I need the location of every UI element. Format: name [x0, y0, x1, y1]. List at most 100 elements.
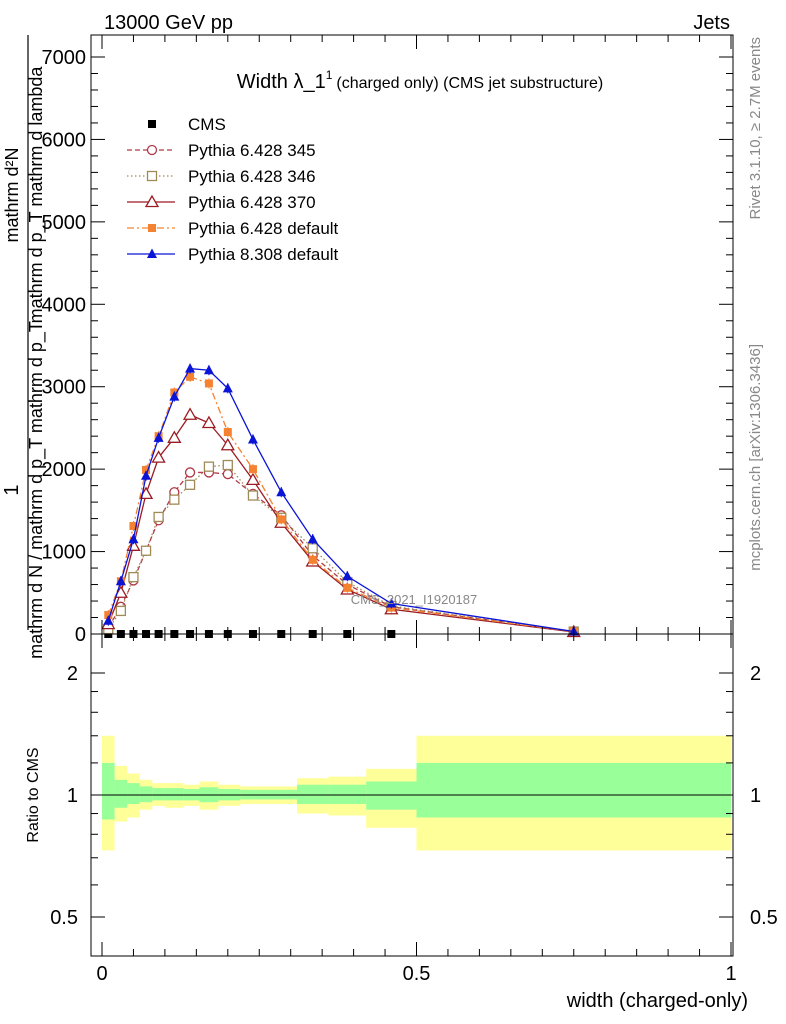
x-tick-label: 0 — [96, 963, 107, 985]
main-y-axis-label: 1 mathrm d N / mathrm d p_T mathrm d p_T… — [1, 35, 47, 659]
data-point — [186, 372, 195, 381]
header-left-label: 13000 GeV pp — [104, 12, 233, 34]
ylabel-one: 1 — [1, 484, 23, 495]
ratio-band-green-bin — [416, 762, 731, 818]
ratio-bands — [102, 735, 731, 851]
data-point — [276, 486, 287, 497]
data-point — [201, 415, 217, 429]
data-point — [182, 407, 198, 420]
data-point — [169, 494, 180, 505]
data-point — [185, 363, 196, 373]
header-right-label: Jets — [693, 12, 730, 34]
data-point — [220, 437, 235, 451]
data-point — [222, 459, 233, 471]
rivet-label: Rivet 3.1.10, ≥ 2.7M events — [747, 37, 764, 220]
data-point — [128, 533, 139, 544]
data-point — [142, 465, 151, 474]
y-tick-label: 3000 — [42, 377, 87, 399]
data-point — [223, 428, 232, 437]
legend-label: Pythia 6.428 346 — [188, 167, 316, 186]
data-point — [184, 467, 196, 478]
data-point — [308, 555, 317, 564]
data-point — [248, 465, 257, 474]
legend-marker — [147, 248, 157, 258]
data-point — [386, 598, 397, 608]
data-point — [115, 605, 127, 617]
ratio-band-green-bin — [114, 779, 128, 808]
y-tick-label: 7000 — [42, 47, 87, 69]
ratio-band-green-bin — [296, 784, 329, 805]
series-line — [107, 464, 574, 633]
data-point — [203, 461, 215, 472]
data-point — [140, 545, 152, 556]
ylabel-top-numerator: mathrm d²N — [2, 147, 22, 242]
data-point — [128, 571, 139, 583]
ratio-band-green-bin — [127, 783, 140, 805]
data-point — [342, 570, 353, 581]
legend-label: Pythia 6.428 345 — [188, 141, 316, 160]
main-y-ticks: 0 1000 2000 3000 4000 5000 6000 7000 — [42, 47, 733, 646]
data-point — [141, 470, 152, 480]
legend-label: CMS — [188, 115, 226, 134]
data-point — [222, 468, 233, 480]
y-tick-label: 1000 — [42, 542, 87, 564]
legend-marker — [146, 170, 158, 182]
analysis-watermark: CMS_2021_I1920187 — [351, 592, 478, 607]
ratio-band-green-bin — [152, 788, 165, 801]
ratio-y-tick-label-right: 2 — [750, 663, 761, 685]
data-point — [307, 533, 318, 544]
data-point — [153, 511, 164, 523]
data-point — [169, 391, 180, 401]
data-point — [222, 382, 233, 393]
legend-label: Pythia 6.428 370 — [188, 193, 316, 212]
legend-label: Pythia 8.308 default — [188, 245, 339, 264]
legend-marker — [146, 144, 158, 156]
legend-entry: Pythia 6.428 370 — [127, 193, 316, 212]
ratio-band-green-bin — [366, 781, 417, 810]
legend-entry: Pythia 6.428 345 — [127, 141, 316, 160]
series-5 — [103, 363, 579, 637]
x-axis-label: width (charged-only) — [566, 990, 748, 1012]
legend-entry: Pythia 6.428 346 — [127, 167, 316, 186]
data-point — [307, 543, 318, 554]
legend: CMS Pythia 6.428 345 Pythia 6.428 346 Pythi… — [127, 115, 339, 264]
y-tick-label: 2000 — [42, 459, 87, 481]
ratio-ticks: 0 0.5 1 0.5 0.5 1 1 2 2 — [50, 35, 778, 985]
ratio-y-axis-label: Ratio to CMS — [25, 747, 42, 842]
data-point — [103, 615, 114, 625]
ratio-band-green-bin — [139, 786, 153, 803]
legend-entry: Pythia 8.308 default — [127, 245, 339, 264]
data-point — [153, 432, 164, 442]
data-point — [203, 364, 214, 375]
data-point — [151, 450, 166, 463]
title-superscript: 1 — [326, 68, 333, 82]
y-tick-label: 4000 — [42, 294, 87, 316]
data-point — [204, 379, 213, 388]
y-tick-label: 5000 — [42, 212, 87, 234]
mcplots-label: mcplots.cern.ch [arXiv:1306.3436] — [747, 344, 764, 571]
y-tick-label: 6000 — [42, 129, 87, 151]
series-2 — [103, 459, 579, 637]
ylabel-denominator: mathrm d N / mathrm d p_T mathrm d p_T — [26, 321, 47, 659]
data-point — [247, 433, 258, 444]
data-point — [247, 490, 259, 501]
main-title: Width λ_11 (charged only) (CMS jet substr… — [237, 68, 603, 93]
data-point — [167, 430, 182, 443]
ratio-band-green-bin — [102, 762, 115, 820]
title-main: Width λ_1 — [237, 71, 326, 93]
ratio-y-tick-label: 1 — [67, 785, 78, 807]
ratio-y-tick-label: 0.5 — [50, 907, 78, 929]
data-point — [343, 583, 352, 592]
ylabel-top-denominator: mathrm d p_T mathrm d lambda — [26, 66, 47, 324]
legend-marker — [148, 120, 156, 128]
data-point — [277, 515, 286, 524]
ratio-y-tick-label-right: 0.5 — [750, 907, 778, 929]
x-tick-label: 1 — [725, 963, 736, 985]
legend-marker — [144, 194, 160, 208]
ratio-y-tick-label: 2 — [67, 663, 78, 685]
data-point — [104, 611, 113, 620]
legend-label: Pythia 6.428 default — [188, 219, 339, 238]
data-point — [115, 575, 126, 586]
